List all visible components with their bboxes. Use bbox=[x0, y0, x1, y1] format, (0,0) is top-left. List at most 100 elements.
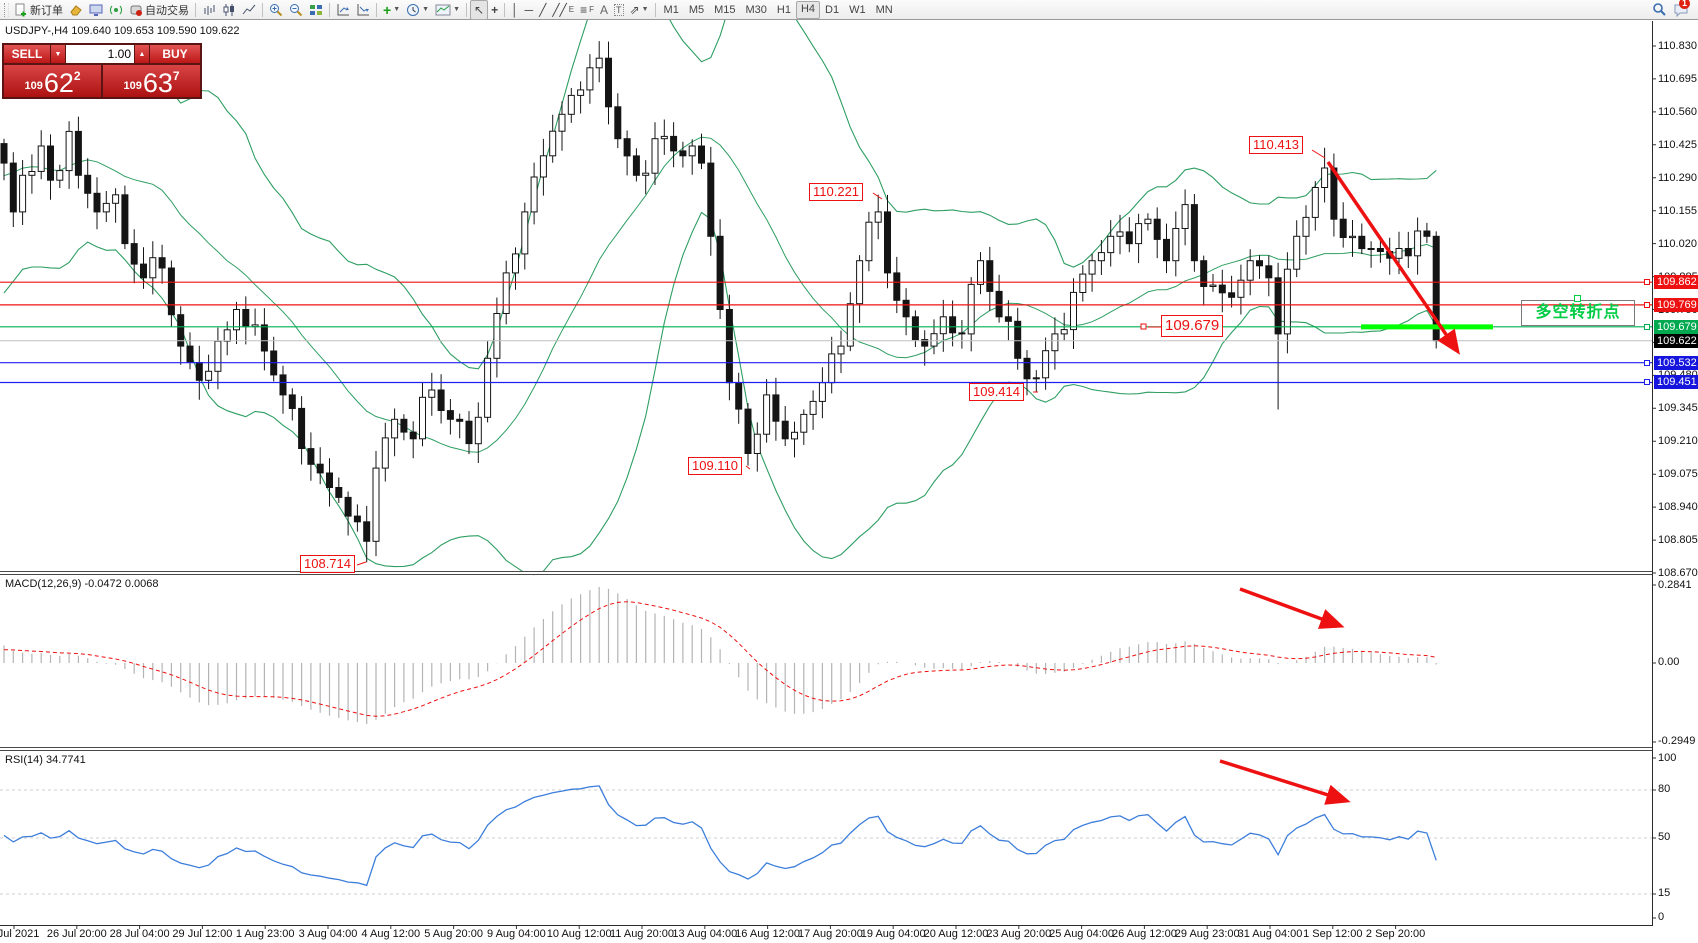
price-tick-label: 110.020 bbox=[1658, 238, 1697, 250]
sell-quote[interactable]: 109 62 2 bbox=[4, 65, 101, 97]
line-chart-icon bbox=[242, 4, 256, 14]
label-tool-icon: T bbox=[614, 3, 624, 16]
annotation-109679[interactable]: 109.679 bbox=[1161, 315, 1224, 337]
trendline-icon: ╱ bbox=[539, 2, 547, 17]
time-axis-label: 23 Aug 20:00 bbox=[986, 928, 1052, 940]
toolbar-grip[interactable] bbox=[4, 2, 9, 17]
indicator-window2-button[interactable] bbox=[353, 1, 373, 19]
cursor-tool-button[interactable]: ↖ bbox=[470, 0, 489, 20]
time-axis-label: 16 Aug 12:00 bbox=[735, 928, 801, 940]
search-button[interactable] bbox=[1649, 1, 1670, 19]
rsi-scale-80: 80 bbox=[1658, 783, 1671, 795]
time-axis-line bbox=[0, 925, 1653, 926]
price-badge-109532: 109.532 bbox=[1654, 356, 1698, 370]
indicator-window-button[interactable] bbox=[333, 1, 353, 19]
level-handle-square bbox=[1644, 379, 1650, 385]
trendline-tool-button[interactable]: ╱ bbox=[536, 1, 549, 19]
cursor-icon: ↖ bbox=[474, 2, 485, 17]
eraser-icon bbox=[70, 4, 82, 15]
note-selection-handle[interactable] bbox=[1574, 295, 1581, 302]
timeframe-h4[interactable]: H4 bbox=[795, 0, 821, 19]
bar-chart-mode-button[interactable] bbox=[199, 1, 219, 19]
rsi-scale-0: 0 bbox=[1658, 911, 1665, 923]
zoom-in-button[interactable] bbox=[266, 1, 286, 19]
timeframe-w1[interactable]: W1 bbox=[849, 3, 866, 16]
auto-trading-button[interactable]: 自动交易 bbox=[126, 1, 192, 19]
level-handle-square bbox=[1644, 302, 1650, 308]
timeframe-mn[interactable]: MN bbox=[875, 3, 893, 16]
toolbar-separator bbox=[262, 2, 263, 17]
text-tool-button[interactable]: A bbox=[597, 1, 611, 19]
level-handle-square bbox=[1644, 279, 1650, 285]
channel-icon: ╱╱ bbox=[552, 2, 567, 17]
sell-button[interactable]: SELL bbox=[4, 45, 50, 63]
annotation-109414[interactable]: 109.414 bbox=[969, 383, 1024, 401]
terminal-button[interactable] bbox=[86, 1, 106, 19]
signal-button[interactable] bbox=[106, 1, 126, 19]
chart-title: USDJPY-,H4 109.640 109.653 109.590 109.6… bbox=[5, 25, 240, 37]
volume-increase-button[interactable]: ▲ bbox=[135, 45, 149, 63]
price-tick-label: 110.290 bbox=[1658, 172, 1697, 184]
buy-button[interactable]: BUY bbox=[150, 45, 200, 63]
timeframe-d1[interactable]: D1 bbox=[825, 3, 840, 16]
annotation-109110[interactable]: 109.110 bbox=[688, 457, 743, 475]
price-badge-109679: 109.679 bbox=[1654, 320, 1698, 334]
rsi-label: RSI(14) 34.7741 bbox=[5, 754, 86, 766]
rsi-scale-15: 15 bbox=[1658, 887, 1671, 899]
volume-decrease-button[interactable]: ▼ bbox=[51, 45, 65, 63]
add-indicator-button[interactable]: + ▼ bbox=[380, 1, 403, 19]
sell-quote-prefix: 109 bbox=[24, 80, 43, 92]
timeframe-m30[interactable]: M30 bbox=[745, 3, 767, 16]
rsi-pane-separator[interactable] bbox=[0, 747, 1652, 751]
horizontal-line-tool-button[interactable]: ─ bbox=[522, 1, 537, 19]
period-button[interactable]: ▼ bbox=[403, 1, 432, 19]
macd-pane-separator[interactable] bbox=[0, 571, 1652, 575]
channel-tool-button[interactable]: ╱╱ E bbox=[549, 1, 577, 19]
time-axis-label: 9 Aug 04:00 bbox=[487, 928, 546, 940]
buy-quote[interactable]: 109 63 7 bbox=[103, 65, 200, 97]
time-axis-label: 11 Aug 20:00 bbox=[609, 928, 675, 940]
new-order-button[interactable]: 新订单 bbox=[11, 1, 66, 19]
price-tick-label: 110.695 bbox=[1658, 73, 1697, 85]
chevron-down-icon: ▼ bbox=[422, 6, 430, 13]
volume-input[interactable] bbox=[66, 45, 134, 63]
turning-point-note[interactable]: 多空转折点 bbox=[1521, 300, 1635, 326]
fibonacci-tool-button[interactable]: ≡ F bbox=[577, 1, 597, 19]
timeframe-m1[interactable]: M1 bbox=[663, 3, 679, 16]
chart-axes2-icon bbox=[357, 3, 369, 15]
template-button[interactable]: ▼ bbox=[432, 1, 463, 19]
candle-chart-mode-button[interactable] bbox=[219, 1, 239, 19]
time-axis-label: 28 Jul 04:00 bbox=[109, 928, 170, 940]
timeframe-m5[interactable]: M5 bbox=[688, 3, 705, 16]
annotation-110413[interactable]: 110.413 bbox=[1249, 136, 1304, 154]
annotation-110221[interactable]: 110.221 bbox=[809, 183, 864, 201]
tile-windows-button[interactable] bbox=[306, 1, 326, 19]
line-chart-mode-button[interactable] bbox=[239, 1, 259, 19]
eraser-button[interactable] bbox=[66, 1, 86, 19]
toolbar-separator bbox=[195, 2, 196, 17]
green-plus-icon: + bbox=[383, 1, 392, 18]
time-axis-label: 13 Aug 04:00 bbox=[672, 928, 738, 940]
price-tick-label: 109.075 bbox=[1658, 468, 1698, 480]
annotation-108714[interactable]: 108.714 bbox=[300, 555, 355, 573]
arrows-tool-button[interactable]: ⇗ ▼ bbox=[627, 1, 652, 19]
timeframe-h1[interactable]: H1 bbox=[776, 3, 791, 16]
time-axis-label: 1 Sep 12:00 bbox=[1303, 928, 1363, 940]
time-axis-label: 29 Jul 12:00 bbox=[172, 928, 233, 940]
chevron-down-icon: ▼ bbox=[393, 6, 401, 13]
terminal-icon bbox=[89, 4, 103, 16]
level-handle-square bbox=[1644, 360, 1650, 366]
vertical-line-tool-button[interactable]: │ bbox=[508, 1, 522, 19]
notifications-button[interactable]: 1 bbox=[1670, 0, 1692, 19]
macd-scale-zero: 0.00 bbox=[1658, 656, 1680, 668]
buy-quote-prefix: 109 bbox=[123, 80, 142, 92]
fibonacci-icon: ≡ bbox=[580, 2, 588, 17]
zoom-out-button[interactable] bbox=[286, 1, 306, 19]
crosshair-tool-button[interactable]: + bbox=[488, 1, 501, 19]
clock-icon bbox=[407, 3, 420, 16]
label-tool-button[interactable]: T bbox=[611, 1, 627, 19]
timeframe-m15[interactable]: M15 bbox=[714, 3, 736, 16]
chart-template-icon bbox=[435, 4, 451, 15]
time-axis-label: 3 Aug 04:00 bbox=[298, 928, 358, 940]
